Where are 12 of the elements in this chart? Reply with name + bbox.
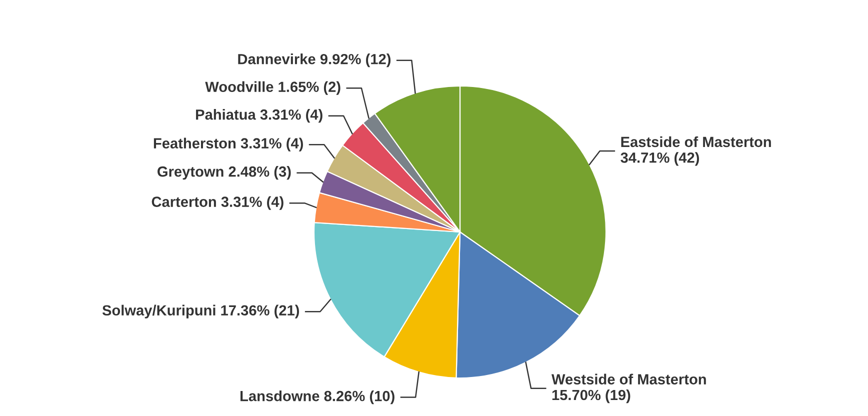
- slice-label: Greytown 2.48% (3): [158, 166, 291, 180]
- data-label: 34.71% (42): [620, 152, 699, 166]
- slice-label: Solway/Kuripuni 17.36% (21): [102, 304, 300, 318]
- slice-label: Carterton 3.31% (4): [152, 196, 284, 210]
- slice-label: Pahiatua 3.31% (4): [196, 109, 322, 123]
- slice-label: Eastside of Masterton: [621, 136, 771, 148]
- slice-label: Westside of Masterton: [551, 374, 706, 384]
- slice-label: Dannevirke 9.92% (12): [238, 54, 391, 68]
- slice-label: Lansdowne 8.26% (10): [240, 390, 394, 404]
- slice-label: Featherston 3.31% (4): [154, 138, 303, 152]
- slice-label: Woodville 1.65% (2): [205, 81, 340, 95]
- data-label: 15.70% (19): [552, 389, 630, 404]
